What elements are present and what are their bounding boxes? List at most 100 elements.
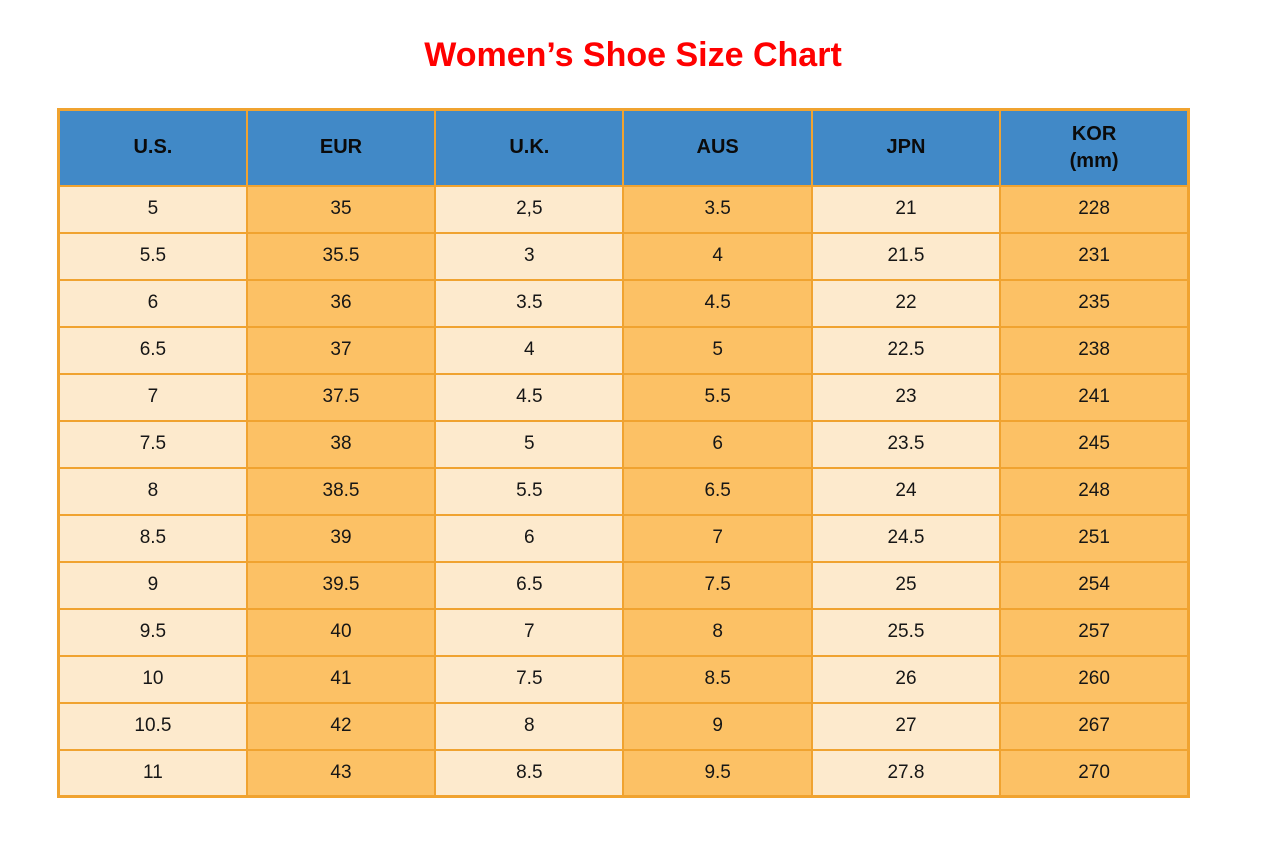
column-header-label: U.K. (509, 136, 550, 159)
table-cell-jpn: 22.5 (810, 325, 1002, 375)
table-cell-us: 8 (57, 466, 248, 516)
table-cell-aus: 7 (622, 513, 813, 563)
table-row: 6.5 37 4 5 22.5 238 (57, 325, 1190, 375)
column-header-label: KOR (1071, 122, 1117, 145)
table-cell-uk: 7 (434, 607, 625, 657)
table-cell-eur: 43 (245, 748, 437, 798)
table-cell-kor: 267 (999, 701, 1190, 751)
table-row: 11 43 8.5 9.5 27.8 270 (57, 748, 1190, 798)
table-cell-uk: 4.5 (434, 372, 625, 422)
table-cell-us: 7.5 (57, 419, 248, 469)
table-row: 7 37.5 4.5 5.5 23 241 (57, 372, 1190, 422)
table-cell-uk: 5.5 (434, 466, 625, 516)
table-row: 5.5 35.5 3 4 21.5 231 (57, 231, 1190, 281)
table-cell-aus: 4 (622, 231, 813, 281)
table-cell-kor: 257 (999, 607, 1190, 657)
table-row: 10.5 42 8 9 27 267 (57, 701, 1190, 751)
table-cell-uk: 2,5 (434, 184, 625, 234)
table-cell-kor: 238 (999, 325, 1190, 375)
table-row: 9 39.5 6.5 7.5 25 254 (57, 560, 1190, 610)
table-cell-us: 9 (57, 560, 248, 610)
table-cell-uk: 8 (434, 701, 625, 751)
table-cell-uk: 5 (434, 419, 625, 469)
table-row: 9.5 40 7 8 25.5 257 (57, 607, 1190, 657)
column-header-label: AUS (696, 136, 739, 159)
column-header-label: JPN (886, 136, 926, 159)
table-cell-us: 10 (57, 654, 248, 704)
table-cell-jpn: 27 (810, 701, 1002, 751)
table-cell-jpn: 26 (810, 654, 1002, 704)
table-cell-eur: 37 (245, 325, 437, 375)
column-header-aus: AUS (622, 108, 813, 187)
table-row: 6 36 3.5 4.5 22 235 (57, 278, 1190, 328)
table-cell-aus: 7.5 (622, 560, 813, 610)
table-cell-jpn: 27.8 (810, 748, 1002, 798)
table-cell-aus: 9.5 (622, 748, 813, 798)
table-cell-jpn: 21 (810, 184, 1002, 234)
table-cell-uk: 4 (434, 325, 625, 375)
table-cell-kor: 248 (999, 466, 1190, 516)
table-cell-aus: 6.5 (622, 466, 813, 516)
table-cell-eur: 35.5 (245, 231, 437, 281)
table-cell-eur: 39.5 (245, 560, 437, 610)
table-row: 10 41 7.5 8.5 26 260 (57, 654, 1190, 704)
table-row: 5 35 2,5 3.5 21 228 (57, 184, 1190, 234)
table-cell-eur: 38.5 (245, 466, 437, 516)
table-body: 5 35 2,5 3.5 21 228 5.5 35.5 3 4 21.5 231 6 36 3.5 4.5 2… (57, 184, 1190, 798)
table-cell-uk: 3.5 (434, 278, 625, 328)
table-cell-jpn: 23 (810, 372, 1002, 422)
table-cell-us: 8.5 (57, 513, 248, 563)
shoe-size-table: U.S. EUR U.K. AUS JPN KOR (mm) 5 35 2,5 3.5 21 228 5… (57, 108, 1190, 798)
table-cell-eur: 36 (245, 278, 437, 328)
table-cell-uk: 6.5 (434, 560, 625, 610)
column-header-kor: KOR (mm) (999, 108, 1190, 187)
table-cell-kor: 241 (999, 372, 1190, 422)
table-cell-us: 11 (57, 748, 248, 798)
table-cell-eur: 37.5 (245, 372, 437, 422)
table-cell-kor: 260 (999, 654, 1190, 704)
column-header-eur: EUR (245, 108, 437, 187)
table-cell-jpn: 24 (810, 466, 1002, 516)
table-cell-kor: 228 (999, 184, 1190, 234)
table-cell-us: 7 (57, 372, 248, 422)
table-cell-jpn: 25.5 (810, 607, 1002, 657)
table-cell-kor: 235 (999, 278, 1190, 328)
table-cell-aus: 5 (622, 325, 813, 375)
table-cell-jpn: 22 (810, 278, 1002, 328)
table-cell-kor: 245 (999, 419, 1190, 469)
table-cell-jpn: 23.5 (810, 419, 1002, 469)
column-header-uk: U.K. (434, 108, 625, 187)
table-row: 8.5 39 6 7 24.5 251 (57, 513, 1190, 563)
table-cell-jpn: 21.5 (810, 231, 1002, 281)
table-cell-us: 10.5 (57, 701, 248, 751)
table-header-row: U.S. EUR U.K. AUS JPN KOR (mm) (57, 108, 1190, 187)
table-cell-uk: 6 (434, 513, 625, 563)
table-cell-eur: 35 (245, 184, 437, 234)
table-cell-aus: 8.5 (622, 654, 813, 704)
column-header-label: U.S. (133, 136, 173, 159)
table-row: 8 38.5 5.5 6.5 24 248 (57, 466, 1190, 516)
table-cell-uk: 3 (434, 231, 625, 281)
table-cell-eur: 41 (245, 654, 437, 704)
column-header-jpn: JPN (810, 108, 1002, 187)
table-cell-eur: 40 (245, 607, 437, 657)
table-cell-aus: 8 (622, 607, 813, 657)
table-header: U.S. EUR U.K. AUS JPN KOR (mm) (57, 108, 1190, 187)
table-cell-us: 6 (57, 278, 248, 328)
table-cell-jpn: 24.5 (810, 513, 1002, 563)
column-header-us: U.S. (57, 108, 248, 187)
table-cell-aus: 4.5 (622, 278, 813, 328)
table-cell-kor: 251 (999, 513, 1190, 563)
table-cell-jpn: 25 (810, 560, 1002, 610)
table-cell-eur: 42 (245, 701, 437, 751)
table-cell-us: 6.5 (57, 325, 248, 375)
table-cell-aus: 3.5 (622, 184, 813, 234)
table-cell-kor: 231 (999, 231, 1190, 281)
table-cell-eur: 38 (245, 419, 437, 469)
table-cell-us: 9.5 (57, 607, 248, 657)
table-cell-kor: 254 (999, 560, 1190, 610)
column-header-label: EUR (319, 136, 363, 159)
column-header-sublabel: (mm) (1069, 149, 1119, 172)
table-cell-us: 5 (57, 184, 248, 234)
